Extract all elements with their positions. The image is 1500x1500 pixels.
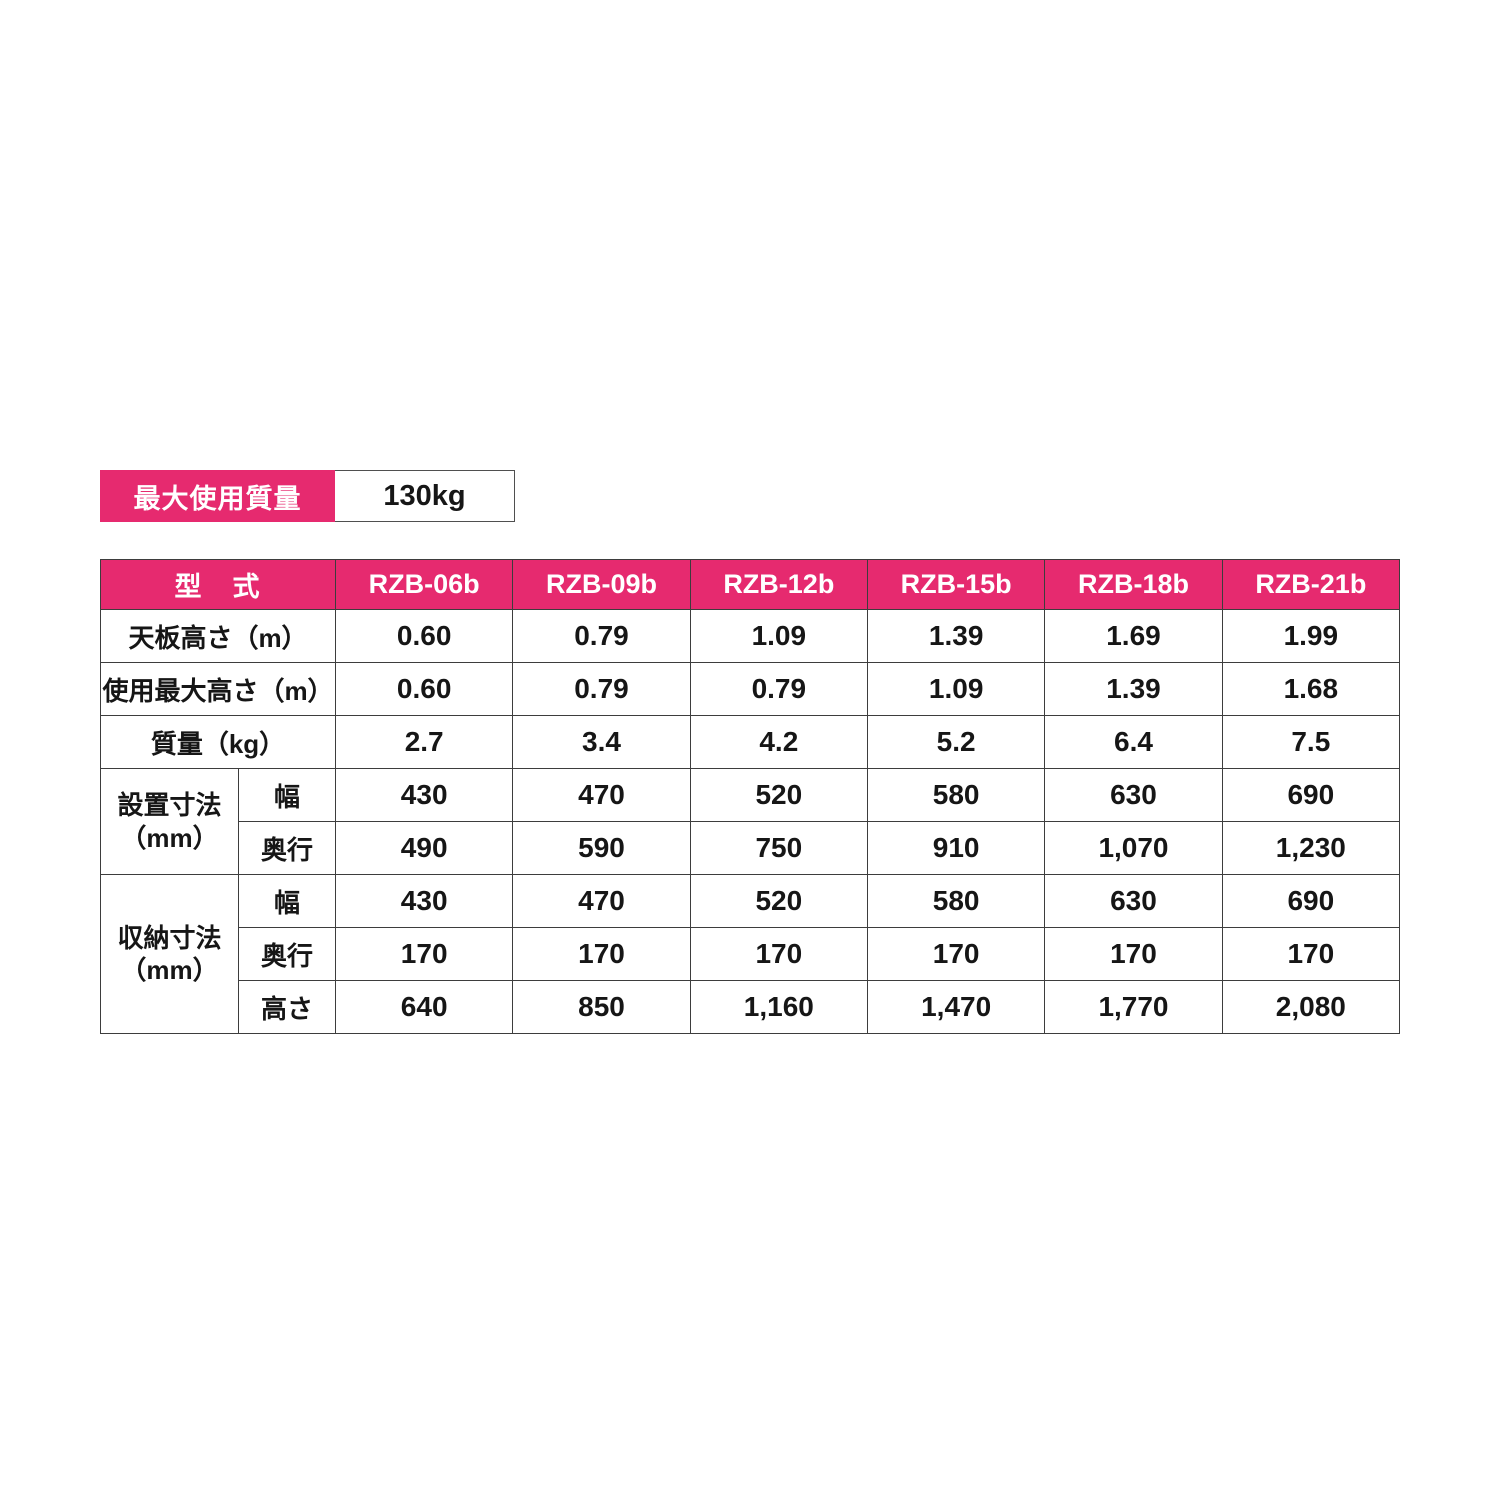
model-name-rzb-12b: RZB-12b	[689, 559, 868, 610]
cell: 520	[689, 874, 868, 928]
cell: 7.5	[1221, 715, 1401, 769]
cell: 2.7	[334, 715, 514, 769]
cell: 750	[689, 821, 868, 875]
cell: 470	[512, 874, 691, 928]
cell: 1.99	[1221, 609, 1401, 663]
cell: 1.69	[1044, 609, 1223, 663]
max-load-value: 130kg	[335, 470, 515, 522]
cell: 6.4	[1044, 715, 1223, 769]
group-label-line1: 設置寸法	[117, 790, 222, 820]
cell: 590	[512, 821, 691, 875]
cell: 0.79	[689, 662, 868, 716]
row-label-mass: 質量（kg）	[100, 715, 336, 769]
cell: 1.68	[1221, 662, 1401, 716]
cell: 1.39	[866, 609, 1046, 663]
spec-table-container: 型 式 RZB-06b RZB-09b RZB-12b RZB-15b RZB-…	[100, 559, 1401, 1034]
model-name-rzb-18b: RZB-18b	[1044, 559, 1223, 610]
cell: 1,770	[1044, 980, 1223, 1034]
cell: 170	[1221, 927, 1401, 981]
cell: 690	[1221, 874, 1401, 928]
cell: 4.2	[689, 715, 868, 769]
group-label-storage-dimensions: 収納寸法 （mm）	[100, 874, 239, 1034]
cell: 5.2	[866, 715, 1046, 769]
group-label-line1: 収納寸法	[117, 922, 222, 953]
cell: 1.39	[1044, 662, 1223, 716]
row-label-top-plate-height: 天板高さ（m）	[100, 609, 336, 663]
cell: 2,080	[1221, 980, 1401, 1034]
row-storage-depth: 奥行 170 170 170 170 170 170	[101, 927, 1401, 981]
cell: 1,230	[1221, 821, 1401, 875]
max-load-label: 最大使用質量	[100, 470, 335, 522]
cell: 490	[334, 821, 514, 875]
cell: 0.60	[334, 609, 514, 663]
cell: 170	[334, 927, 514, 981]
row-install-width: 設置寸法 （mm） 幅 430 470 520 580 630 690	[100, 768, 1401, 875]
cell: 470	[512, 768, 691, 822]
cell: 850	[512, 980, 691, 1034]
cell: 520	[689, 768, 868, 822]
cell: 0.79	[512, 662, 691, 716]
cell: 630	[1044, 874, 1223, 928]
group-label-line2: （mm）	[120, 955, 219, 985]
cell: 1.09	[866, 662, 1046, 716]
row-label-max-usage-height: 使用最大高さ（m）	[100, 662, 336, 716]
cell: 1,070	[1044, 821, 1223, 875]
cell: 430	[334, 768, 514, 822]
cell: 580	[866, 768, 1046, 822]
cell: 630	[1044, 768, 1223, 822]
max-load-badge: 最大使用質量 130kg	[100, 470, 515, 522]
cell: 0.60	[334, 662, 514, 716]
sublabel-width: 幅	[238, 768, 336, 822]
cell: 0.79	[512, 609, 691, 663]
row-storage-height: 高さ 640 850 1,160 1,470 1,770 2,080	[101, 980, 1401, 1034]
cell: 3.4	[512, 715, 691, 769]
model-name-rzb-15b: RZB-15b	[866, 559, 1046, 610]
row-storage-width: 収納寸法 （mm） 幅 430 470 520 580 630 690	[100, 874, 1401, 1034]
cell: 640	[334, 980, 514, 1034]
row-top-plate-height: 天板高さ（m） 0.60 0.79 1.09 1.39 1.69 1.99	[100, 609, 1401, 663]
cell: 430	[334, 874, 514, 928]
row-mass: 質量（kg） 2.7 3.4 4.2 5.2 6.4 7.5	[100, 715, 1401, 769]
sublabel-width: 幅	[238, 874, 336, 928]
sublabel-depth: 奥行	[238, 927, 336, 981]
spec-table: 型 式 RZB-06b RZB-09b RZB-12b RZB-15b RZB-…	[100, 559, 1401, 1034]
cell: 580	[866, 874, 1046, 928]
cell: 1,470	[866, 980, 1046, 1034]
model-corner-label: 型 式	[100, 559, 336, 610]
group-label-install-dimensions: 設置寸法 （mm）	[100, 768, 239, 875]
cell: 170	[689, 927, 868, 981]
sublabel-height: 高さ	[238, 980, 336, 1034]
cell: 1.09	[689, 609, 868, 663]
cell: 170	[512, 927, 691, 981]
cell: 170	[1044, 927, 1223, 981]
cell: 170	[866, 927, 1046, 981]
model-name-rzb-09b: RZB-09b	[512, 559, 691, 610]
cell: 690	[1221, 768, 1401, 822]
model-name-rzb-06b: RZB-06b	[334, 559, 514, 610]
model-header-row: 型 式 RZB-06b RZB-09b RZB-12b RZB-15b RZB-…	[100, 559, 1401, 610]
sublabel-depth: 奥行	[238, 821, 336, 875]
row-install-depth: 奥行 490 590 750 910 1,070 1,230	[101, 821, 1401, 875]
model-name-rzb-21b: RZB-21b	[1221, 559, 1401, 610]
cell: 1,160	[689, 980, 868, 1034]
group-label-line2: （mm）	[120, 822, 219, 853]
row-max-usage-height: 使用最大高さ（m） 0.60 0.79 0.79 1.09 1.39 1.68	[100, 662, 1401, 716]
cell: 910	[866, 821, 1046, 875]
